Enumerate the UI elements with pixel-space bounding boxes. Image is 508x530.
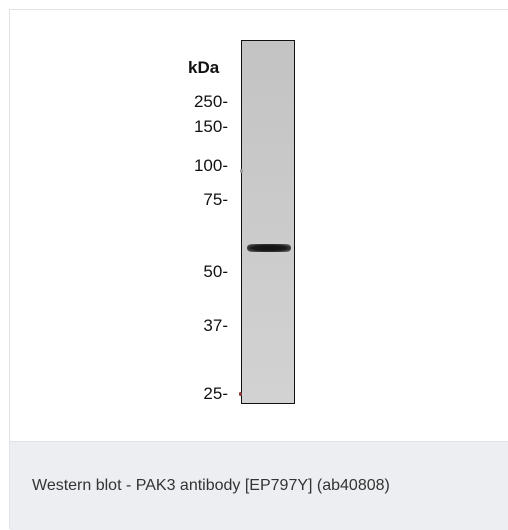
marker-37: 37- <box>168 316 228 336</box>
figure-caption: Western blot - PAK3 antibody [EP797Y] (a… <box>32 477 390 495</box>
membrane-spot <box>240 169 243 173</box>
kda-label: kDa <box>188 58 219 78</box>
western-blot-figure: kDa 250- 150- 100- 75- 50- 37- 25- <box>10 10 508 441</box>
marker-100: 100- <box>168 156 228 176</box>
membrane-spot <box>239 392 242 396</box>
marker-25: 25- <box>168 384 228 404</box>
caption-area: Western blot - PAK3 antibody [EP797Y] (a… <box>10 441 508 530</box>
protein-band <box>247 244 291 252</box>
marker-250: 250- <box>168 92 228 112</box>
figure-card: kDa 250- 150- 100- 75- 50- 37- 25- Weste… <box>9 9 508 529</box>
marker-150: 150- <box>168 117 228 137</box>
marker-75: 75- <box>168 190 228 210</box>
marker-50: 50- <box>168 262 228 282</box>
blot-lane <box>241 40 295 404</box>
